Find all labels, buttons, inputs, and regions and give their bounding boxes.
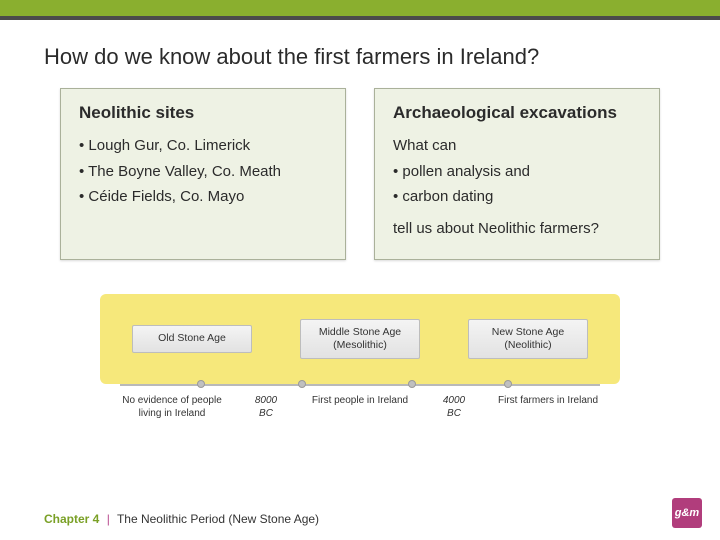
timeline-caption: No evidence of people living in Ireland [116, 394, 228, 420]
era-box-middle: Middle Stone Age (Mesolithic) [300, 319, 420, 359]
timeline-caption: First people in Ireland [304, 394, 416, 407]
cards-row: Neolithic sites • Lough Gur, Co. Limeric… [0, 88, 720, 260]
publisher-logo-icon: g&m [672, 498, 702, 528]
footer-chapter: Chapter 4 [44, 512, 99, 526]
era-box-new: New Stone Age (Neolithic) [468, 319, 588, 359]
timeline-date: 8000 BC [249, 394, 283, 420]
list-item: • carbon dating [393, 184, 641, 210]
timeline-dot [298, 380, 306, 388]
timeline: Old Stone Age Middle Stone Age (Mesolith… [100, 294, 620, 420]
footer-subject: The Neolithic Period (New Stone Age) [117, 512, 319, 526]
list-item: • The Boyne Valley, Co. Meath [79, 159, 327, 185]
timeline-dot [408, 380, 416, 388]
timeline-below-row: No evidence of people living in Ireland … [116, 394, 604, 420]
slide-title: How do we know about the first farmers i… [0, 20, 720, 88]
timeline-era-row: Old Stone Age Middle Stone Age (Mesolith… [100, 294, 620, 384]
timeline-axis [120, 384, 600, 386]
tail-question: tell us about Neolithic farmers? [393, 216, 641, 242]
card-archaeological-excavations: Archaeological excavations What can • po… [374, 88, 660, 260]
footer-separator: | [103, 512, 114, 526]
timeline-caption: First farmers in Ireland [492, 394, 604, 407]
timeline-date: 4000 BC [437, 394, 471, 420]
list-item: • pollen analysis and [393, 159, 641, 185]
card-neolithic-sites: Neolithic sites • Lough Gur, Co. Limeric… [60, 88, 346, 260]
timeline-dot [504, 380, 512, 388]
card-heading: Archaeological excavations [393, 103, 641, 123]
list-item: • Céide Fields, Co. Mayo [79, 184, 327, 210]
footer: Chapter 4 | The Neolithic Period (New St… [44, 512, 319, 526]
era-box-old: Old Stone Age [132, 325, 252, 352]
header-accent-bar [0, 0, 720, 20]
timeline-dot [197, 380, 205, 388]
card-heading: Neolithic sites [79, 103, 327, 123]
lead-text: What can [393, 133, 641, 159]
list-item: • Lough Gur, Co. Limerick [79, 133, 327, 159]
